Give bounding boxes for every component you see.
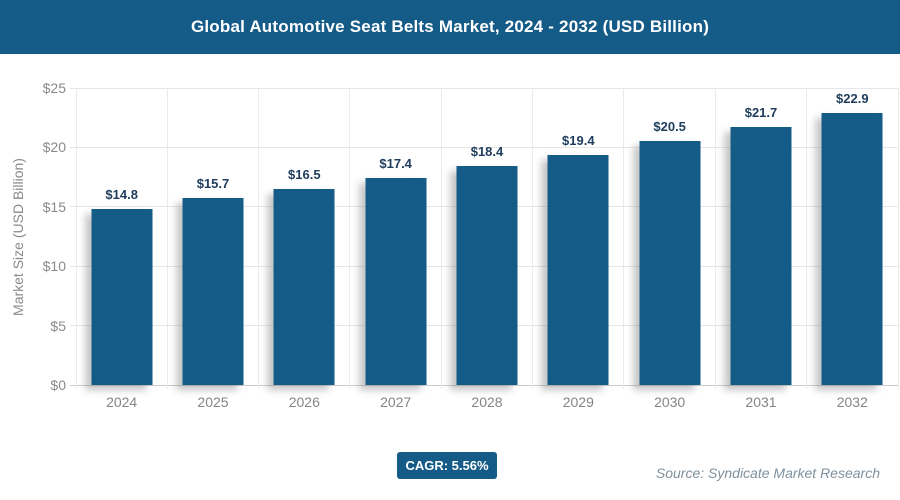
chart-title: Global Automotive Seat Belts Market, 202… [190,17,710,36]
bar-value-label: $14.8 [105,187,138,203]
vertical-gridline [440,88,442,389]
bar-value-label: $16.5 [288,166,321,182]
bar-value-label: $19.4 [562,132,595,148]
vertical-gridline [897,88,899,389]
vertical-gridline [806,88,808,389]
bar-value-label: $18.4 [470,144,504,160]
plot-area: $14.8 2024 $15.7 2025 $16.5 2026 $17.4 2027 $18.… [70,87,899,410]
vertical-gridline [623,88,625,389]
bar-value-label: $15.7 [196,176,230,192]
bar-value-label: $17.4 [379,156,412,172]
bar-value-label: $22.9 [836,90,869,106]
x-tick-label: 2029 [562,394,594,410]
horizontal-gridline [70,87,898,89]
y-tick-label: $5 [50,317,66,334]
source-attribution: Source: Syndicate Market Research [655,465,880,481]
bar-slot: $22.9 2032 [807,88,898,410]
x-tick-label: 2026 [288,394,320,410]
header-banner: Global Automotive Seat Belts Market, 202… [0,0,900,54]
bar [730,127,792,385]
bar [182,198,244,385]
bar [456,166,518,385]
bar [639,141,701,385]
bar-slot: $18.4 2028 [441,88,532,410]
x-tick-label: 2025 [197,394,229,410]
y-tick-label: $10 [42,258,66,275]
x-tick-label: 2030 [654,394,686,410]
bar-slot: $21.7 2031 [715,88,806,410]
bar-slot: $14.8 2024 [76,88,167,410]
vertical-gridline [714,88,716,389]
x-tick-label: 2032 [836,394,868,410]
y-tick-label: $15 [42,198,66,215]
cagr-badge: CAGR: 5.56% [397,452,497,479]
bar-slot: $19.4 2029 [533,88,624,410]
bar [821,112,883,385]
bar-slot: $17.4 2027 [350,88,441,410]
bar [365,178,427,385]
x-tick-label: 2031 [745,394,777,410]
y-tick-label: $25 [42,80,66,96]
bar [547,154,609,385]
vertical-gridline [532,88,534,389]
horizontal-gridline [70,384,898,386]
bar [91,209,153,385]
vertical-gridline [166,88,168,389]
vertical-gridline [258,88,260,389]
x-tick-label: 2027 [380,394,412,410]
y-axis-tick-labels: $0 $5 $10 $15 $20 $25 [0,80,66,393]
x-tick-label: 2028 [471,394,503,410]
y-tick-label: $0 [50,377,66,393]
vertical-gridline [75,88,77,389]
bar-value-label: $20.5 [653,119,686,135]
bar-value-label: $21.7 [744,105,778,121]
bar-slot: $20.5 2030 [624,88,715,410]
vertical-gridline [349,88,351,389]
horizontal-gridline [70,146,898,148]
bar [273,188,335,385]
bar-slot: $16.5 2026 [259,88,350,410]
bar-slot: $15.7 2025 [167,88,258,410]
y-tick-label: $20 [42,139,66,156]
x-tick-label: 2024 [106,394,138,410]
